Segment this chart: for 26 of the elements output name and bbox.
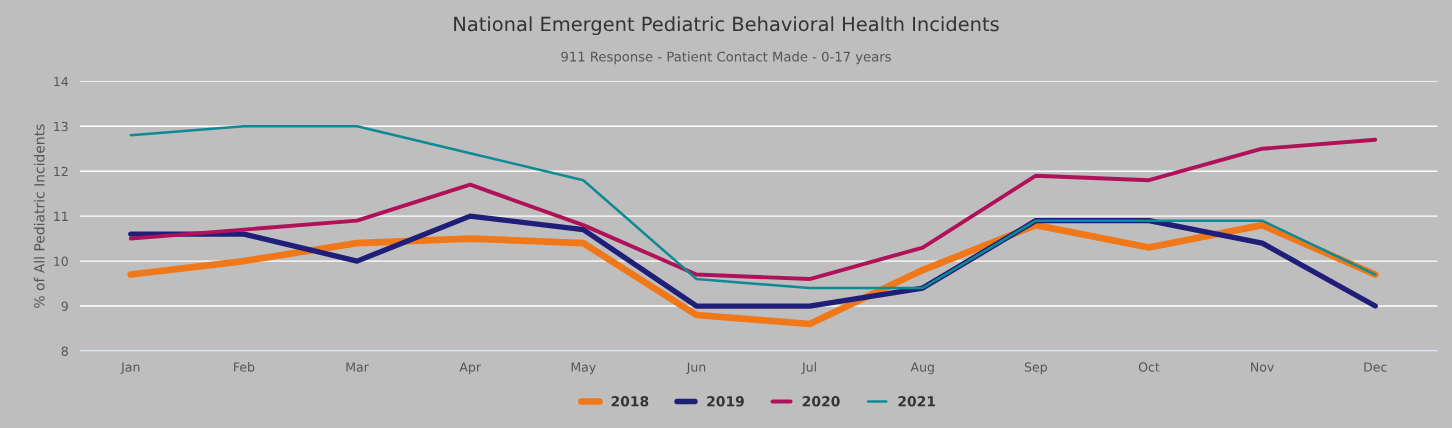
x-tick-label: Nov [1251, 362, 1274, 372]
x-tick-label: Feb [234, 362, 255, 372]
legend-label: 2018 [611, 396, 649, 407]
x-tick-label: Mar [346, 362, 369, 372]
y-tick-label: 11 [54, 211, 68, 221]
y-tick-label: 14 [54, 76, 69, 87]
x-tick-label: Aug [910, 362, 934, 375]
x-tick-label: May [571, 362, 596, 375]
x-tick-label: Apr [459, 362, 481, 375]
legend-label: 2021 [898, 396, 936, 407]
y-tick-label: 13 [54, 121, 68, 132]
x-tick-label: Sep [1024, 362, 1047, 375]
chart-title: National Emergent Pediatric Behavioral Health Incidents [454, 16, 999, 36]
chart-subtitle: 911 Response - Patient Contact Made - 0-17 years [561, 51, 891, 65]
y-tick-label: 9 [61, 301, 68, 311]
x-tick-label: Jan [120, 362, 140, 375]
y-tick-label: 12 [54, 166, 68, 176]
legend-label: 2020 [802, 396, 840, 407]
x-tick-label: Jul [801, 362, 816, 375]
x-tick-label: Dec [1364, 362, 1387, 372]
y-axis-title: % of All Pediatric Incidents [33, 124, 45, 308]
x-tick-label: Oct [1138, 362, 1160, 372]
legend-label: 2019 [707, 396, 744, 407]
x-tick-label: Jun [686, 362, 706, 375]
y-tick-label: 10 [54, 256, 68, 267]
y-tick-label: 8 [61, 346, 68, 356]
